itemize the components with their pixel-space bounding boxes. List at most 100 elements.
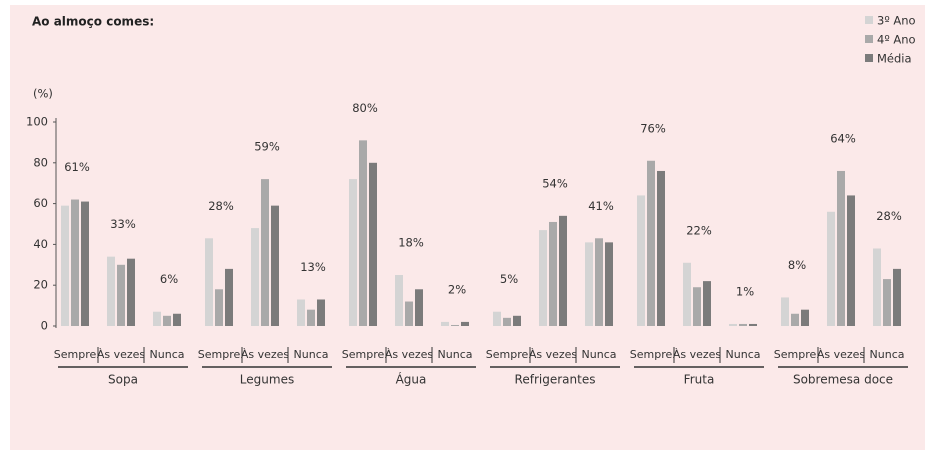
x-tick-label: Às vezes (817, 348, 866, 361)
x-tick-label: Às vezes (385, 348, 434, 361)
x-tick-label: Nunca (150, 348, 185, 361)
data-label: 54% (542, 176, 568, 190)
bar (801, 309, 809, 326)
bar (559, 215, 567, 326)
data-label: 13% (300, 260, 326, 274)
x-tick-label: Às vezes (97, 348, 146, 361)
bar (297, 299, 305, 326)
bar (225, 268, 233, 326)
y-tick-label: 60 (33, 196, 48, 210)
bar (493, 311, 501, 326)
legend-swatch (865, 54, 873, 62)
bar (317, 299, 325, 326)
bar (539, 230, 547, 326)
y-tick-label: 20 (33, 278, 48, 292)
group-label: Refrigerantes (515, 373, 596, 387)
bar (71, 199, 79, 326)
group-label: Legumes (240, 373, 294, 387)
bar (847, 195, 855, 326)
x-tick-label: Sempre (342, 348, 385, 361)
data-label: 1% (736, 284, 754, 298)
bar (873, 248, 881, 326)
bar (503, 317, 511, 326)
data-label: 33% (110, 217, 136, 231)
data-label: 80% (352, 101, 378, 115)
x-tick-label: Sempre (774, 348, 817, 361)
data-label: 5% (500, 272, 518, 286)
data-label: 64% (830, 131, 856, 145)
bar (605, 242, 613, 326)
legend-label: Média (877, 52, 912, 66)
bar (893, 268, 901, 326)
bar (657, 170, 665, 326)
bar (405, 301, 413, 326)
bar (461, 321, 469, 326)
bar (81, 201, 89, 326)
y-tick-label: 80 (33, 155, 48, 169)
data-label: 6% (160, 272, 178, 286)
bar (837, 170, 845, 326)
group-label: Sobremesa doce (793, 373, 893, 387)
x-tick-label: Nunca (870, 348, 905, 361)
x-tick-label: Nunca (582, 348, 617, 361)
bar (395, 275, 403, 326)
bar (415, 289, 423, 326)
chart-title: Ao almoço comes: (32, 15, 154, 29)
x-tick-label: Sempre (630, 348, 673, 361)
bar (117, 264, 125, 326)
bar (781, 297, 789, 326)
bar (451, 324, 459, 326)
bar (693, 287, 701, 326)
bar (549, 221, 557, 326)
bar (441, 321, 449, 326)
bar (359, 140, 367, 326)
bar (729, 323, 737, 326)
background (10, 5, 925, 450)
x-tick-label: Nunca (438, 348, 473, 361)
bar (271, 205, 279, 326)
bar (107, 256, 115, 326)
bar (153, 311, 161, 326)
bar (595, 238, 603, 326)
y-tick-label: 0 (41, 319, 48, 333)
x-tick-label: Às vezes (529, 348, 578, 361)
bar (883, 279, 891, 326)
bar (173, 313, 181, 326)
group-label: Sopa (108, 373, 138, 387)
y-tick-label: 40 (33, 237, 48, 251)
x-tick-label: Sempre (486, 348, 529, 361)
bar (749, 323, 757, 326)
data-label: 28% (876, 209, 902, 223)
legend-label: 4º Ano (877, 33, 916, 47)
legend-label: 3º Ano (877, 14, 916, 28)
x-tick-label: Sempre (54, 348, 97, 361)
data-label: 61% (64, 160, 90, 174)
legend-swatch (865, 35, 873, 43)
group-label: Fruta (684, 373, 715, 387)
bar (205, 238, 213, 326)
data-label: 76% (640, 121, 666, 135)
bar (61, 205, 69, 326)
data-label: 2% (448, 282, 466, 296)
group-label: Água (396, 372, 427, 387)
bar (827, 211, 835, 326)
bar (739, 323, 747, 326)
bar (215, 289, 223, 326)
bar (637, 195, 645, 326)
data-label: 18% (398, 236, 424, 250)
data-label: 28% (208, 199, 234, 213)
bar (369, 162, 377, 326)
bar (163, 315, 171, 326)
x-tick-label: Nunca (726, 348, 761, 361)
data-label: 59% (254, 140, 280, 154)
y-unit: (%) (33, 87, 53, 101)
x-tick-label: Às vezes (241, 348, 290, 361)
x-tick-label: Sempre (198, 348, 241, 361)
bar (585, 242, 593, 326)
bar (791, 313, 799, 326)
bar (703, 281, 711, 326)
y-tick-label: 100 (26, 115, 48, 129)
data-label: 8% (788, 258, 806, 272)
bar (251, 228, 259, 326)
